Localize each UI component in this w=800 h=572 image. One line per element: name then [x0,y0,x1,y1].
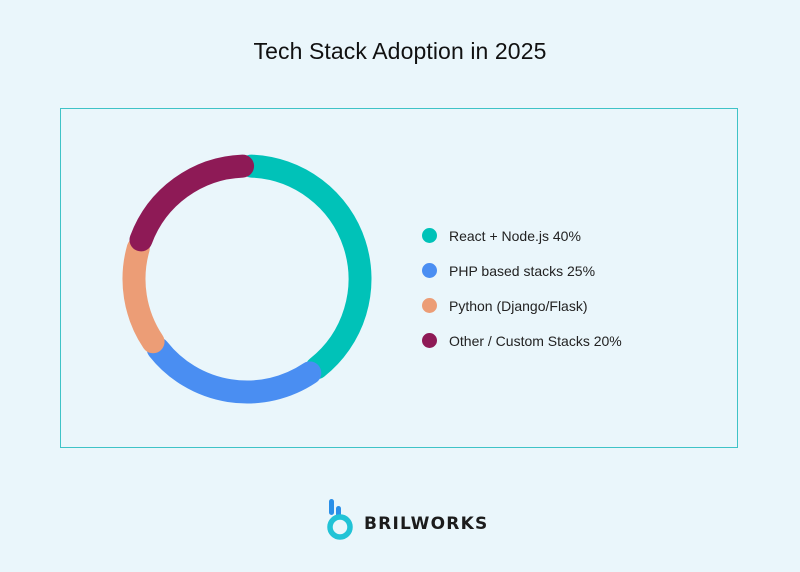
brand-name: BRILWORKS [364,514,489,534]
legend-item: PHP based stacks 25% [422,253,622,288]
legend-item: React + Node.js 40% [422,218,622,253]
legend-label: Python (Django/Flask) [449,297,588,314]
chart-legend: React + Node.js 40% PHP based stacks 25% P… [422,218,622,358]
legend-label: React + Node.js 40% [449,227,581,244]
brand-logo: BRILWORKS [326,497,488,541]
chart-title: Tech Stack Adoption in 2025 [253,38,547,64]
donut-slice-2 [146,337,322,404]
legend-label: PHP based stacks 25% [449,262,596,279]
legend-swatch [422,333,437,348]
legend-label: Other / Custom Stacks 20% [449,332,622,349]
chart-panel [60,108,738,448]
donut-slice-1 [239,154,372,380]
legend-swatch [422,228,437,243]
legend-item: Other / Custom Stacks 20% [422,323,622,358]
brilworks-logo-icon [327,499,353,540]
legend-item: Python (Django/Flask) [422,288,622,323]
donut-slice-3 [122,236,165,354]
legend-swatch [422,263,437,278]
legend-swatch [422,298,437,313]
donut-slice-4 [129,154,255,252]
